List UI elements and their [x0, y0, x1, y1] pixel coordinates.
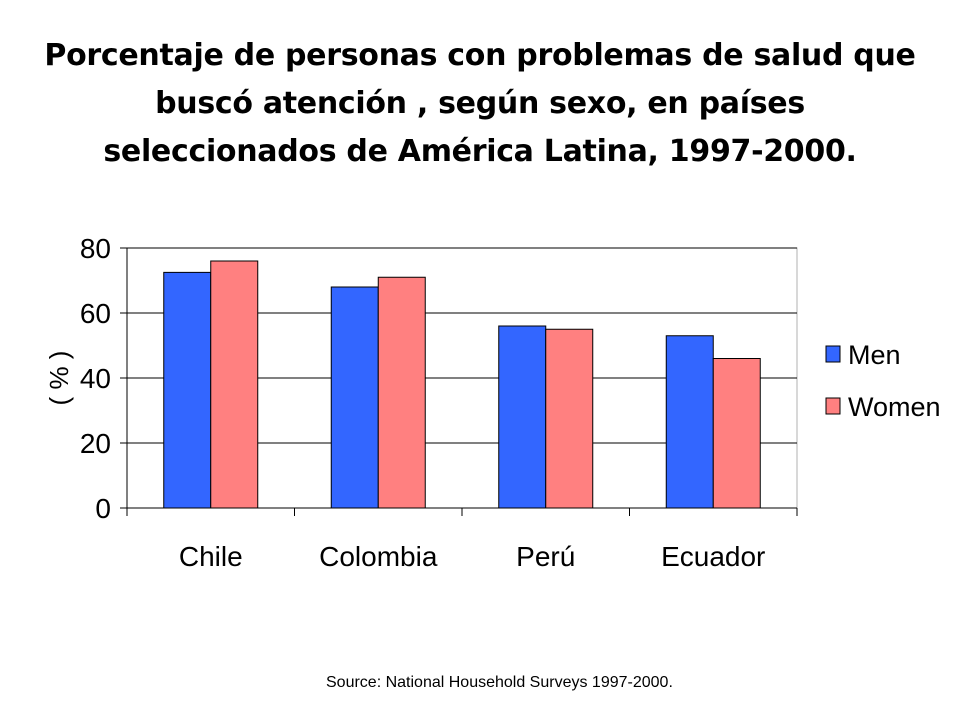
x-tick-label: Perú [516, 541, 575, 572]
axis-labels: 0 20 40 60 80 Chile Colombia Perú Ecuador ( % ) [44, 233, 765, 572]
bars [163, 260, 761, 509]
y-tick-label: 40 [80, 363, 111, 394]
legend-label-men: Men [848, 340, 901, 370]
y-tick-label: 20 [80, 428, 111, 459]
y-tick-label: 0 [95, 493, 111, 524]
legend-swatch-women [825, 397, 841, 415]
bar-women-2 [545, 328, 594, 509]
bar-women-1 [377, 276, 426, 509]
bar-men-3 [665, 335, 714, 509]
bar-women-3 [712, 358, 761, 509]
y-axis-label: ( % ) [44, 351, 74, 406]
source-note: Source: National Household Surveys 1997-… [326, 674, 673, 691]
x-tick-label: Chile [179, 541, 243, 572]
y-tick-label: 80 [80, 233, 111, 264]
bar-women-0 [210, 260, 259, 509]
chart-title-line-3: seleccionados de América Latina, 1997-20… [103, 134, 857, 169]
axes [120, 247, 798, 516]
legend-label-women: Women [848, 392, 941, 422]
legend: Men Women [825, 340, 941, 422]
bar-men-1 [330, 286, 379, 509]
x-tick-label: Colombia [319, 541, 438, 572]
legend-swatch-men [825, 345, 841, 363]
chart-title-line-2: buscó atención , según sexo, en países [155, 86, 805, 121]
chart-title-line-1: Porcentaje de personas con problemas de … [44, 38, 916, 73]
bar-men-0 [163, 271, 212, 509]
bar-men-2 [498, 325, 547, 509]
y-tick-label: 60 [80, 298, 111, 329]
x-tick-label: Ecuador [661, 541, 765, 572]
